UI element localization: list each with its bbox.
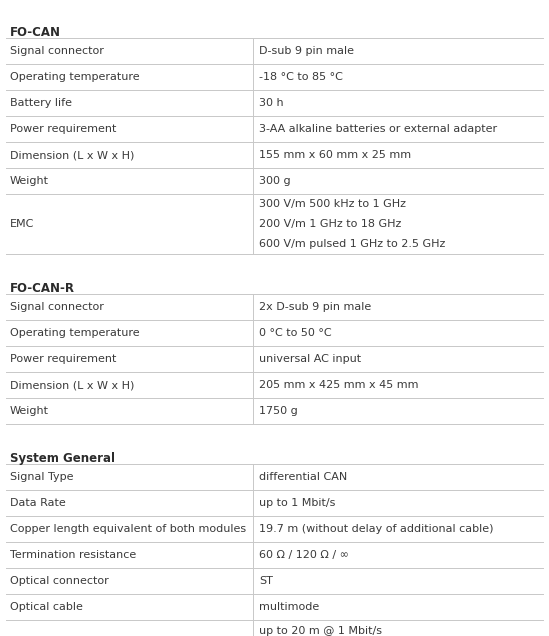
Text: 205 mm x 425 mm x 45 mm: 205 mm x 425 mm x 45 mm	[259, 380, 418, 390]
Text: 0 °C to 50 °C: 0 °C to 50 °C	[259, 328, 332, 338]
Text: ST: ST	[259, 576, 273, 586]
Text: universal AC input: universal AC input	[259, 354, 361, 364]
Text: Operating temperature: Operating temperature	[10, 72, 139, 82]
Text: 30 h: 30 h	[259, 98, 284, 108]
Text: Data Rate: Data Rate	[10, 498, 66, 508]
Text: 19.7 m (without delay of additional cable): 19.7 m (without delay of additional cabl…	[259, 524, 494, 534]
Text: -18 °C to 85 °C: -18 °C to 85 °C	[259, 72, 343, 82]
Text: Power requirement: Power requirement	[10, 124, 116, 134]
Text: Dimension (L x W x H): Dimension (L x W x H)	[10, 150, 135, 160]
Text: Power requirement: Power requirement	[10, 354, 116, 364]
Text: 155 mm x 60 mm x 25 mm: 155 mm x 60 mm x 25 mm	[259, 150, 411, 160]
Text: Termination resistance: Termination resistance	[10, 550, 136, 560]
Text: FO-CAN-R: FO-CAN-R	[10, 282, 75, 295]
Text: 60 Ω / 120 Ω / ∞: 60 Ω / 120 Ω / ∞	[259, 550, 349, 560]
Text: Weight: Weight	[10, 176, 49, 186]
Text: up to 1 Mbit/s: up to 1 Mbit/s	[259, 498, 335, 508]
Text: multimode: multimode	[259, 602, 320, 612]
Text: D-sub 9 pin male: D-sub 9 pin male	[259, 46, 354, 56]
Text: Signal connector: Signal connector	[10, 46, 104, 56]
Text: 1750 g: 1750 g	[259, 406, 298, 416]
Text: up to 20 m @ 1 Mbit/s: up to 20 m @ 1 Mbit/s	[259, 626, 382, 636]
Text: EMC: EMC	[10, 219, 35, 229]
Text: Battery life: Battery life	[10, 98, 72, 108]
Text: Signal Type: Signal Type	[10, 472, 74, 482]
Text: Dimension (L x W x H): Dimension (L x W x H)	[10, 380, 135, 390]
Text: 200 V/m 1 GHz to 18 GHz: 200 V/m 1 GHz to 18 GHz	[259, 219, 401, 229]
Text: 3-AA alkaline batteries or external adapter: 3-AA alkaline batteries or external adap…	[259, 124, 497, 134]
Text: Optical connector: Optical connector	[10, 576, 109, 586]
Text: Copper length equivalent of both modules: Copper length equivalent of both modules	[10, 524, 246, 534]
Text: Signal connector: Signal connector	[10, 302, 104, 312]
Text: Optical cable: Optical cable	[10, 602, 83, 612]
Text: differential CAN: differential CAN	[259, 472, 348, 482]
Text: FO-CAN: FO-CAN	[10, 26, 61, 39]
Text: System General: System General	[10, 452, 115, 465]
Text: 2x D-sub 9 pin male: 2x D-sub 9 pin male	[259, 302, 371, 312]
Text: 600 V/m pulsed 1 GHz to 2.5 GHz: 600 V/m pulsed 1 GHz to 2.5 GHz	[259, 239, 445, 249]
Text: Weight: Weight	[10, 406, 49, 416]
Text: 300 V/m 500 kHz to 1 GHz: 300 V/m 500 kHz to 1 GHz	[259, 199, 406, 209]
Text: Operating temperature: Operating temperature	[10, 328, 139, 338]
Text: 300 g: 300 g	[259, 176, 290, 186]
